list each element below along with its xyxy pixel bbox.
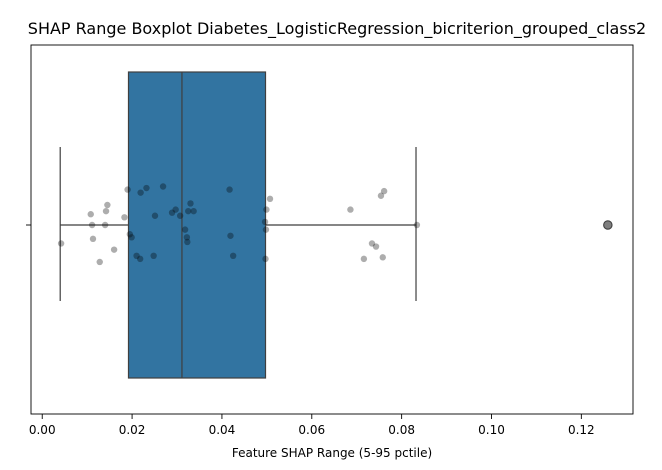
strip-point	[176, 212, 184, 219]
x-tick-label: 0.06	[298, 423, 325, 437]
strip-point	[379, 254, 386, 261]
strip-point	[347, 206, 354, 213]
strip-point	[190, 207, 197, 215]
x-tick-label: 0.02	[119, 423, 146, 437]
outlier-point	[603, 220, 613, 230]
strip-point	[183, 234, 191, 241]
strip-point	[89, 235, 97, 243]
x-tick-label: 0.00	[29, 423, 56, 437]
strip-point	[262, 255, 269, 263]
strip-point	[87, 211, 94, 218]
strip-point	[104, 201, 111, 209]
x-tick-label: 0.10	[478, 423, 505, 437]
strip-point	[184, 238, 191, 246]
strip-point	[57, 240, 65, 247]
chart-title: SHAP Range Boxplot Diabetes_LogisticRegr…	[28, 19, 646, 39]
strip-point	[101, 221, 109, 229]
strip-point	[262, 226, 270, 233]
strip-point	[126, 231, 134, 238]
strip-point	[168, 209, 176, 216]
strip-point	[413, 221, 421, 229]
x-tick-label: 0.08	[388, 423, 415, 437]
strip-point	[227, 232, 234, 239]
strip-point	[185, 207, 192, 215]
strip-point	[229, 252, 237, 259]
strip-point	[110, 246, 118, 253]
strip-point	[96, 258, 103, 266]
x-tick-label: 0.12	[568, 423, 595, 437]
strip-point	[181, 226, 189, 233]
strip-point	[368, 240, 376, 247]
strip-point	[377, 192, 385, 199]
iqr-box	[127, 71, 267, 379]
x-tick-label: 0.04	[209, 423, 236, 437]
strip-point	[263, 206, 270, 213]
strip-point	[187, 200, 194, 207]
strip-point	[360, 255, 368, 263]
strip-point	[380, 187, 388, 195]
strip-point	[150, 252, 157, 259]
strip-point	[266, 195, 274, 203]
strip-point	[226, 186, 233, 193]
strip-point	[128, 234, 135, 241]
strip-point	[372, 243, 380, 250]
strip-point	[121, 214, 128, 221]
plot-frame	[30, 44, 634, 415]
strip-point	[151, 212, 159, 219]
strip-point	[143, 184, 150, 192]
strip-point	[136, 255, 144, 263]
strip-point	[159, 183, 167, 190]
x-axis-label: Feature SHAP Range (5-95 pctile)	[232, 446, 432, 460]
strip-point	[133, 252, 140, 259]
x-axis: 0.00 0.02 0.04 0.06 0.08 0.10 0.12	[29, 414, 595, 437]
strip-point	[102, 207, 110, 215]
strip-point	[172, 206, 179, 213]
plot-area	[57, 71, 613, 379]
strip-point	[261, 218, 269, 226]
strip-point	[124, 186, 131, 193]
strip-point	[88, 221, 96, 229]
strip-point	[137, 189, 144, 196]
